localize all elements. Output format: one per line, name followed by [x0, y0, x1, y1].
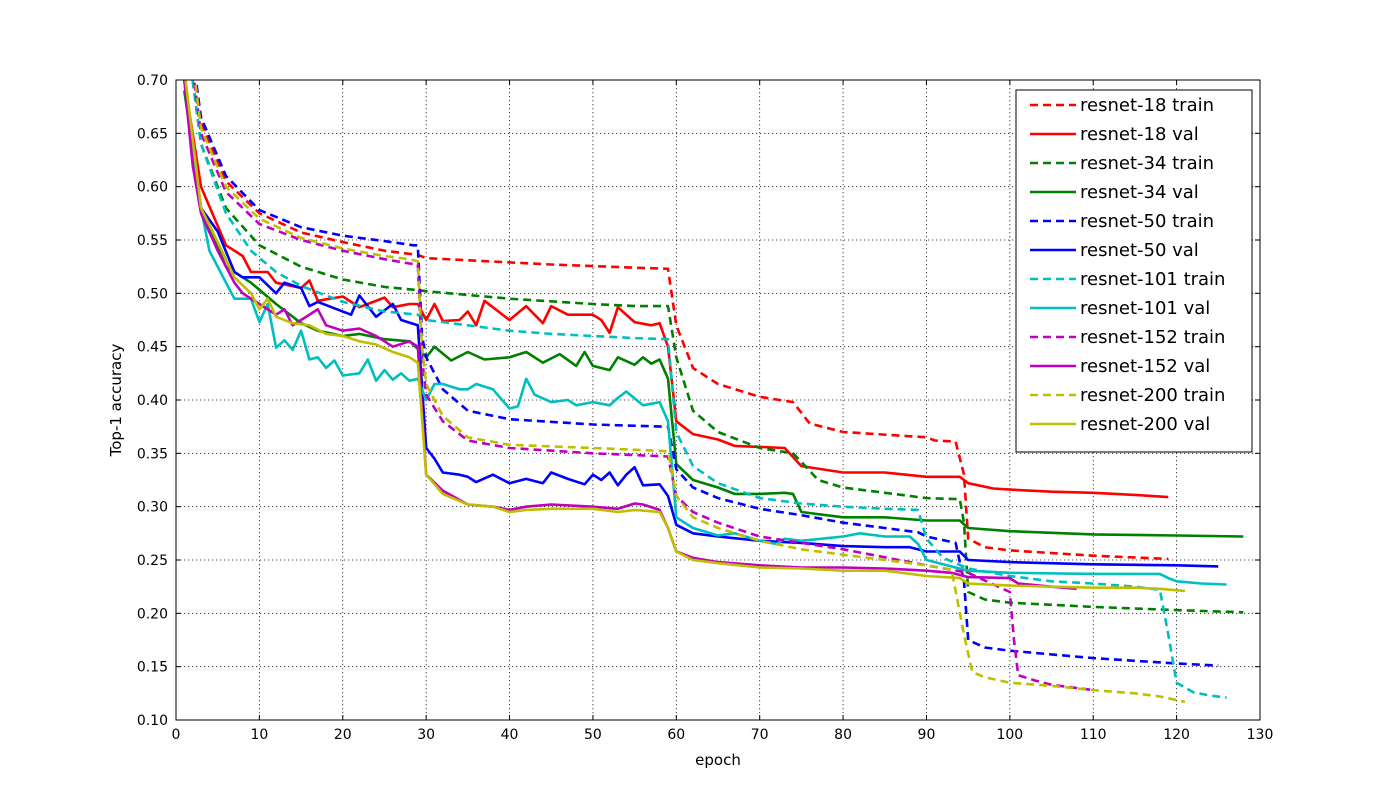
y-tick-label: 0.60 [137, 180, 168, 196]
y-tick-label: 0.20 [137, 606, 168, 622]
series-line-resnet-101-train [191, 80, 1227, 699]
ticks-layer: 0 10 20 30 40 50 60 70 80 90 100 110 120 130 0.10 0.15 0… [137, 73, 1274, 743]
legend-label: resnet-101 val [1080, 298, 1210, 319]
x-axis-label: epoch [695, 751, 741, 769]
series-line-resnet-200-train [193, 80, 1186, 704]
x-tick-label: 90 [918, 727, 936, 743]
series-line-resnet-152-train [192, 80, 1094, 692]
x-tick-label: 30 [417, 727, 435, 743]
y-tick-label: 0.70 [137, 73, 168, 89]
x-tick-label: 60 [667, 727, 685, 743]
series-line-resnet-50-val [183, 80, 1219, 568]
series-line-resnet-101-val [183, 80, 1227, 586]
legend-label: resnet-18 val [1080, 124, 1199, 145]
y-tick-label: 0.30 [137, 500, 168, 516]
x-tick-label: 50 [584, 727, 602, 743]
legend-box [1015, 89, 1253, 453]
x-tick-label: 20 [334, 727, 352, 743]
y-tick-label: 0.40 [137, 393, 168, 409]
y-axis-label: Top-1 accuracy [107, 344, 125, 458]
legend-label: resnet-34 val [1080, 182, 1199, 203]
y-tick-label: 0.45 [137, 340, 168, 356]
series-line-resnet-50-train [194, 80, 1219, 667]
legend-label: resnet-101 train [1080, 269, 1225, 290]
legend-label: resnet-152 val [1080, 356, 1210, 377]
legend-label: resnet-34 train [1080, 153, 1214, 174]
series-line-resnet-152-val [183, 80, 1077, 591]
legend-label: resnet-200 val [1080, 414, 1210, 435]
x-tick-label: 80 [834, 727, 852, 743]
legend-label: resnet-18 train [1080, 95, 1214, 116]
series-line-resnet-34-val [183, 90, 1244, 538]
legend-label: resnet-50 val [1080, 240, 1199, 261]
x-tick-label: 100 [996, 727, 1023, 743]
y-tick-label: 0.10 [137, 713, 168, 729]
y-tick-label: 0.35 [137, 446, 168, 462]
y-tick-label: 0.55 [137, 233, 168, 249]
legend-label: resnet-152 train [1080, 327, 1225, 348]
legend-label: resnet-50 train [1080, 211, 1214, 232]
x-tick-label: 70 [751, 727, 769, 743]
series-line-resnet-34-train [191, 80, 1244, 614]
series-line-resnet-18-val [183, 80, 1169, 499]
x-tick-label: 120 [1163, 727, 1190, 743]
y-tick-label: 0.15 [137, 660, 168, 676]
legend: resnet-18 train resnet-18 val resnet-34 tr… [1015, 89, 1253, 453]
legend-label: resnet-200 train [1080, 385, 1225, 406]
y-tick-label: 0.25 [137, 553, 168, 569]
y-tick-label: 0.65 [137, 126, 168, 142]
grid-layer [176, 80, 1260, 720]
x-tick-label: 130 [1247, 727, 1274, 743]
x-tick-label: 10 [250, 727, 268, 743]
x-tick-label: 40 [501, 727, 519, 743]
series-line-resnet-200-val [184, 80, 1186, 593]
y-tick-label: 0.50 [137, 286, 168, 302]
series-line-resnet-18-train [194, 80, 1169, 561]
x-tick-label: 110 [1080, 727, 1107, 743]
x-tick-label: 0 [172, 727, 181, 743]
series-layer [183, 80, 1244, 704]
plot-area [183, 80, 1244, 704]
